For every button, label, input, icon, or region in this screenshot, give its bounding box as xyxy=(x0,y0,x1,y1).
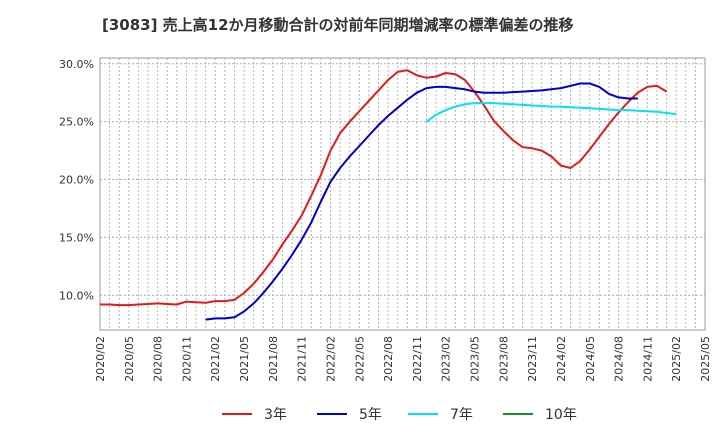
legend: 3年 5年 7年 10年 xyxy=(222,407,577,423)
x-tick-label: 2024/05 xyxy=(584,336,597,382)
y-tick-label: 25.0% xyxy=(59,116,94,129)
x-tick-label: 2023/11 xyxy=(526,336,539,382)
series-line xyxy=(205,82,638,321)
series xyxy=(100,69,677,321)
legend-label: 10年 xyxy=(545,407,577,423)
chart-title: [3083] 売上高12か月移動合計の対前年同期増減率の標準偏差の推移 xyxy=(102,16,574,34)
x-axis: 2020/02 2020/05 2020/08 2020/11 2021/02 2021/… xyxy=(94,336,712,382)
x-tick-label: 2022/02 xyxy=(324,336,337,382)
y-tick-label: 15.0% xyxy=(59,231,94,244)
series-line xyxy=(425,102,677,123)
x-tick-label: 2023/02 xyxy=(440,336,453,382)
legend-label: 5年 xyxy=(359,407,382,423)
x-tick-label: 2022/11 xyxy=(411,336,424,382)
x-tick-label: 2024/08 xyxy=(613,336,626,382)
y-axis: 10.0% 15.0% 20.0% 25.0% 30.0% xyxy=(59,58,94,302)
plot-area xyxy=(99,57,706,331)
legend-label: 7年 xyxy=(450,407,473,423)
y-tick-label: 10.0% xyxy=(59,289,94,302)
x-tick-label: 2021/11 xyxy=(296,336,309,382)
y-tick-label: 30.0% xyxy=(59,58,94,71)
x-tick-label: 2021/02 xyxy=(209,336,222,382)
x-tick-label: 2024/11 xyxy=(641,336,654,382)
x-tick-label: 2021/08 xyxy=(267,336,280,382)
legend-label: 3年 xyxy=(264,407,287,423)
x-tick-label: 2022/05 xyxy=(353,336,366,382)
y-tick-label: 20.0% xyxy=(59,174,94,187)
x-tick-label: 2020/11 xyxy=(180,336,193,382)
x-tick-label: 2023/08 xyxy=(497,336,510,382)
series-line xyxy=(100,69,668,307)
x-tick-label: 2020/02 xyxy=(94,336,107,382)
x-tick-label: 2020/05 xyxy=(123,336,136,382)
x-tick-label: 2020/08 xyxy=(152,336,165,382)
x-tick-label: 2025/05 xyxy=(699,336,712,382)
x-tick-label: 2021/05 xyxy=(238,336,251,382)
x-tick-label: 2023/05 xyxy=(469,336,482,382)
grid xyxy=(100,58,705,330)
x-tick-label: 2024/02 xyxy=(555,336,568,382)
x-tick-label: 2022/08 xyxy=(382,336,395,382)
x-tick-label: 2025/02 xyxy=(670,336,683,382)
